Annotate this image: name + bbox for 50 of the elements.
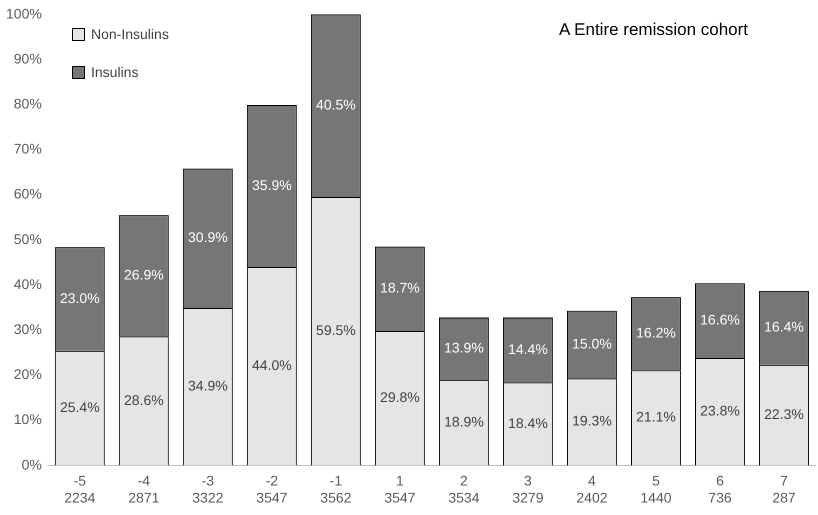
data-label: 44.0%: [252, 357, 292, 374]
data-label: 35.9%: [252, 176, 292, 193]
legend-label: Non-Insulins: [91, 26, 169, 42]
y-tick-label: 70%: [14, 140, 42, 157]
data-label: 18.4%: [508, 414, 548, 431]
x-tick-label: -2 3547: [256, 472, 288, 506]
data-label: 30.9%: [188, 229, 228, 246]
data-label: 13.9%: [444, 340, 484, 356]
x-tick-label: -3 3322: [192, 472, 224, 506]
x-tick-label: -5 2234: [64, 472, 96, 506]
data-label: 19.3%: [572, 412, 612, 429]
data-label: 40.5%: [316, 96, 356, 113]
x-tick-label: 5 1440: [640, 472, 672, 506]
data-label: 26.9%: [124, 266, 164, 283]
y-tick-label: 90%: [14, 50, 42, 66]
x-tick-label: 1 3547: [384, 472, 416, 506]
x-tick-label: 2 3534: [448, 472, 480, 506]
x-tick-label: 7 287: [772, 472, 796, 506]
data-label: 34.9%: [188, 378, 228, 394]
y-tick-label: 80%: [14, 95, 42, 112]
data-label: 22.3%: [764, 406, 804, 422]
x-tick-label: -4 2871: [128, 472, 160, 506]
data-label: 16.6%: [700, 311, 740, 328]
data-label: 29.8%: [380, 389, 420, 406]
y-tick-label: 10%: [14, 411, 42, 428]
data-label: 15.0%: [572, 335, 612, 352]
data-label: 59.5%: [316, 322, 356, 338]
data-label: 23.0%: [60, 290, 100, 306]
legend-label: Insulins: [91, 64, 138, 80]
y-tick-label: 50%: [14, 230, 42, 247]
x-tick-label: 3 3279: [512, 472, 544, 506]
data-label: 14.4%: [508, 340, 548, 357]
data-label: 21.1%: [636, 408, 676, 425]
y-tick-label: 30%: [14, 320, 42, 337]
y-tick-label: 60%: [14, 186, 42, 202]
y-tick-label: 40%: [14, 276, 42, 292]
data-label: 28.6%: [124, 392, 164, 408]
data-label: 16.2%: [636, 324, 676, 341]
x-tick-label: 4 2402: [576, 472, 608, 506]
data-label: 16.4%: [764, 318, 804, 335]
data-label: 18.7%: [380, 280, 420, 296]
x-tick-label: 6 736: [708, 472, 732, 506]
x-tick-label: -1 3562: [320, 472, 352, 506]
data-label: 18.9%: [444, 414, 484, 430]
y-tick-label: 100%: [6, 5, 42, 22]
data-label: 23.8%: [700, 402, 740, 419]
chart-title: A Entire remission cohort: [559, 20, 748, 40]
y-tick-label: 20%: [14, 366, 42, 382]
y-tick-label: 0%: [22, 456, 42, 472]
data-label: 25.4%: [60, 398, 100, 415]
